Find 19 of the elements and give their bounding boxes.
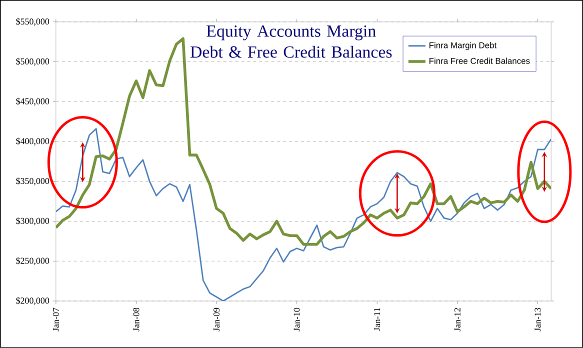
legend-label: Finra Free Credit Balances — [430, 58, 530, 64]
x-tick-label: Jan-08 — [133, 308, 140, 332]
y-tick-label: $200,000 — [16, 297, 50, 305]
y-tick-label: $300,000 — [16, 217, 50, 226]
legend-label: Finra Margin Debt — [430, 42, 497, 50]
x-tick-label: Jan-12 — [454, 308, 460, 332]
x-tick-label: Jan-10 — [294, 308, 300, 332]
x-tick-label: Jan-09 — [213, 308, 220, 332]
y-tick-label: $250,000 — [16, 257, 50, 266]
line-series — [56, 128, 552, 302]
y-tick-label: $450,000 — [16, 98, 50, 106]
y-tick-label: $500,000 — [16, 58, 50, 66]
x-tick-label: Jan-13 — [534, 308, 541, 332]
y-tick-label: $400,000 — [16, 138, 50, 146]
x-tick-label: Jan-11 — [374, 308, 380, 331]
y-tick-label: $350,000 — [16, 177, 50, 186]
text: Equity Accounts Margin Debt & Free Credit Balances — [190, 25, 392, 58]
y-tick-label: $550,000 — [16, 18, 50, 26]
x-tick-label: Jan-07 — [52, 308, 59, 332]
